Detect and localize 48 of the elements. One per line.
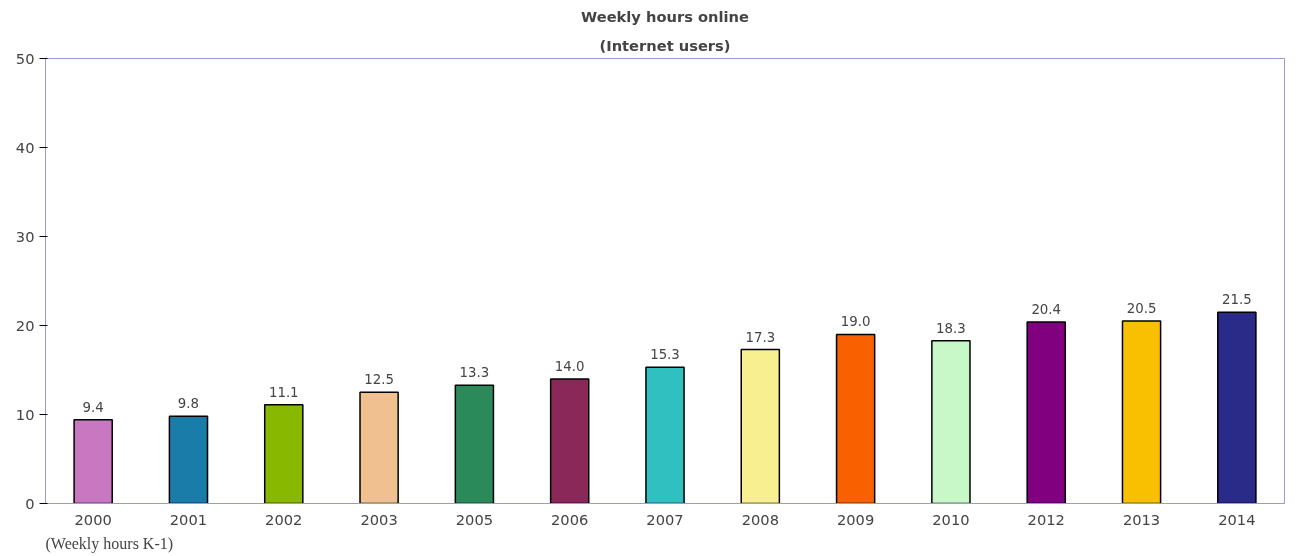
- x-tick-label: 2010: [932, 510, 970, 528]
- x-tick-label: 2002: [265, 510, 303, 528]
- bar: [73, 419, 113, 504]
- bar: [1217, 311, 1257, 504]
- x-tick-label: 2007: [646, 510, 684, 528]
- y-tick-label: 10: [15, 405, 35, 423]
- chart-title: Weekly hours online: [581, 7, 749, 25]
- bar: [168, 415, 209, 504]
- bar: [931, 339, 971, 504]
- y-tick-label: 30: [15, 227, 35, 245]
- data-label: 9.4: [82, 399, 104, 415]
- chart-subtitle: (Internet users): [599, 36, 731, 54]
- bar: [263, 403, 304, 504]
- x-tick-label: 2012: [1027, 510, 1065, 528]
- y-tick-label: 40: [15, 138, 35, 156]
- x-tick-label: 2000: [74, 510, 112, 528]
- bar: [1026, 321, 1067, 504]
- y-tick-label: 0: [25, 494, 35, 512]
- data-label: 11.1: [268, 384, 299, 400]
- bar: [359, 391, 399, 504]
- x-tick-label: 2006: [551, 510, 589, 528]
- y-tick-label: 50: [15, 49, 35, 67]
- data-label: 19.0: [840, 314, 871, 330]
- text: (Weekly hours K-1): [45, 534, 174, 553]
- bar: [835, 333, 876, 504]
- data-label: 12.5: [364, 372, 394, 388]
- x-tick-label: 2009: [836, 510, 875, 528]
- x-tick-label: 2003: [360, 510, 398, 528]
- bar: [549, 378, 590, 504]
- y-tick-label: 20: [15, 316, 35, 334]
- x-tick-label: 2005: [455, 510, 494, 528]
- data-label: 14.0: [554, 358, 585, 374]
- data-label: 13.3: [459, 365, 490, 381]
- x-tick-label: 2013: [1122, 510, 1161, 528]
- x-tick-label: 2008: [741, 510, 779, 528]
- data-label: 18.3: [936, 320, 966, 336]
- data-label: 20.5: [1126, 301, 1157, 317]
- bar: [454, 384, 495, 504]
- data-label: 17.3: [745, 329, 776, 345]
- data-label: 9.8: [177, 396, 200, 412]
- bar: [645, 366, 685, 504]
- x-tick-label: 2014: [1218, 510, 1256, 528]
- bar: [740, 348, 781, 504]
- data-label: 20.4: [1031, 301, 1062, 317]
- bar: [1121, 320, 1162, 504]
- data-label: 15.3: [650, 347, 680, 363]
- x-tick-label: 2001: [169, 510, 208, 528]
- data-label: 21.5: [1222, 292, 1252, 308]
